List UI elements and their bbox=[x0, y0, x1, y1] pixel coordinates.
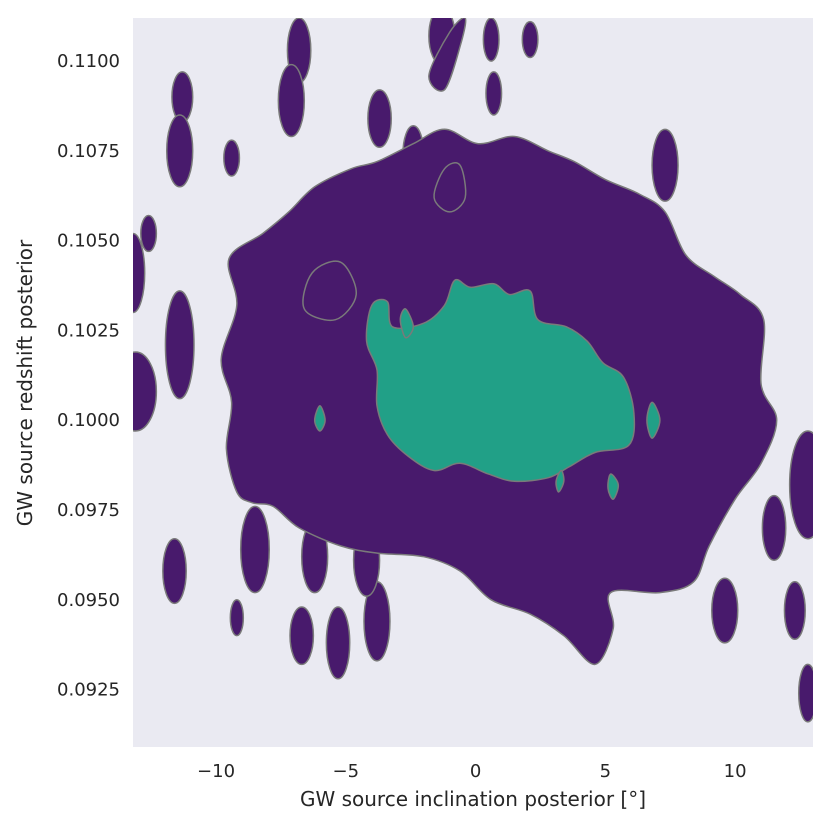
contour-region-inner-1 bbox=[399, 308, 415, 339]
contour-blob-25 bbox=[797, 663, 813, 723]
x-tick-label: 5 bbox=[600, 761, 611, 782]
contour-region-outer-3 bbox=[433, 162, 467, 213]
contour-blob-1 bbox=[277, 63, 306, 138]
contour-blob-5 bbox=[485, 71, 503, 116]
contour-blob-18 bbox=[162, 537, 187, 605]
contour-blob-11 bbox=[651, 128, 679, 202]
contour-region-outer-1 bbox=[302, 260, 357, 321]
contour-region-inner-2 bbox=[313, 405, 326, 432]
contour-blob-17 bbox=[761, 494, 787, 562]
contour-region-inner-4 bbox=[607, 473, 620, 500]
contour-blob-6 bbox=[171, 71, 194, 123]
y-tick-label: 0.1075 bbox=[57, 141, 120, 162]
contour-blob-20 bbox=[289, 606, 315, 666]
y-axis-label: GW source redshift posterior bbox=[13, 239, 37, 526]
contour-blob-4 bbox=[521, 20, 539, 59]
contour-blob-12 bbox=[140, 214, 158, 253]
y-tick-label: 0.1000 bbox=[57, 410, 120, 431]
contour-blob-13 bbox=[133, 232, 146, 314]
contour-blob-8 bbox=[367, 89, 392, 149]
contour-region-outer-2 bbox=[428, 18, 467, 92]
y-axis-ticks: 0.0925 0.0950 0.0975 0.1000 0.1025 0.1050 0.10… bbox=[57, 51, 120, 700]
y-tick-label: 0.0925 bbox=[57, 680, 120, 701]
y-tick-label: 0.1025 bbox=[57, 320, 120, 341]
contour-region-inner-0 bbox=[365, 278, 636, 483]
contour-region-inner-3 bbox=[646, 401, 661, 439]
x-tick-label: 10 bbox=[724, 761, 747, 782]
contour-blob-23 bbox=[711, 577, 739, 644]
y-tick-label: 0.0975 bbox=[57, 500, 120, 521]
contour-blob-16 bbox=[788, 430, 813, 540]
contour-blob-14 bbox=[164, 290, 195, 400]
contour-blob-19 bbox=[229, 599, 245, 637]
contour-blob-15 bbox=[133, 351, 158, 432]
contour-blob-3 bbox=[482, 18, 500, 62]
x-tick-label: −10 bbox=[197, 761, 235, 782]
x-tick-label: 0 bbox=[470, 761, 481, 782]
contour-region-inner-5 bbox=[555, 469, 565, 493]
y-tick-label: 0.1100 bbox=[57, 51, 120, 72]
contour-blob-10 bbox=[223, 139, 241, 177]
x-axis-label: GW source inclination posterior [°] bbox=[300, 787, 646, 811]
contour-blob-21 bbox=[325, 606, 351, 680]
contour-blob-24 bbox=[783, 581, 806, 641]
x-axis-ticks: −10 −5 0 5 10 bbox=[197, 761, 747, 782]
y-tick-label: 0.1050 bbox=[57, 231, 120, 252]
y-tick-label: 0.0950 bbox=[57, 590, 120, 611]
contour-regions bbox=[133, 18, 813, 723]
x-tick-label: −5 bbox=[333, 761, 360, 782]
contour-blob-7 bbox=[165, 114, 194, 188]
contour-blob-26 bbox=[239, 505, 271, 594]
